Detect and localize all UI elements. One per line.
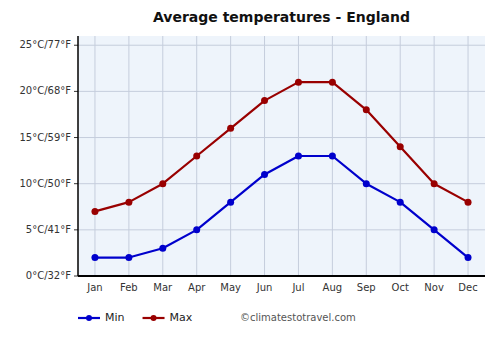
tick-label: 10°C/50°F xyxy=(19,178,71,189)
tick-label: 15°C/59°F xyxy=(19,132,71,143)
tick-label: 25°C/77°F xyxy=(19,39,71,50)
series-marker xyxy=(193,153,200,160)
plot-area xyxy=(78,36,485,276)
series-marker xyxy=(125,254,132,261)
legend-swatch xyxy=(151,315,157,321)
tick-label: Sep xyxy=(357,282,376,293)
series-marker xyxy=(91,208,98,215)
grid-line xyxy=(400,36,401,276)
title: Average temperatures - England xyxy=(153,9,410,25)
tick-label: Apr xyxy=(188,282,206,293)
series-marker xyxy=(363,180,370,187)
tick-label: Nov xyxy=(424,282,444,293)
legend-swatch xyxy=(86,315,92,321)
series-marker xyxy=(465,254,472,261)
grid-line xyxy=(230,36,231,276)
tick-label: Oct xyxy=(392,282,409,293)
series-marker xyxy=(431,226,438,233)
series-marker xyxy=(193,226,200,233)
legend-item: Max xyxy=(143,311,193,324)
series-marker xyxy=(125,199,132,206)
series-marker xyxy=(363,106,370,113)
series-marker xyxy=(261,171,268,178)
grid-line xyxy=(128,36,129,276)
legend-item: Min xyxy=(78,311,125,324)
series-marker xyxy=(159,245,166,252)
grid-line xyxy=(78,229,485,230)
tick-label: Jun xyxy=(256,282,273,293)
legend-label: Min xyxy=(105,311,125,324)
grid-line xyxy=(78,137,485,138)
series-marker xyxy=(431,180,438,187)
chart: 0°C/32°F 5°C/41°F 10°C/50°F 15°C/59°F 20°C/6… xyxy=(0,0,500,350)
series-marker xyxy=(465,199,472,206)
grid-line xyxy=(94,36,95,276)
tick-label: Aug xyxy=(323,282,343,293)
axis-line xyxy=(78,275,485,277)
annotation: ©climatestotravel.com xyxy=(240,312,356,323)
series-marker xyxy=(227,199,234,206)
grid-line xyxy=(264,36,265,276)
grid-line xyxy=(78,183,485,184)
tick-label: Jul xyxy=(291,282,304,293)
grid-line xyxy=(468,36,469,276)
axis-line xyxy=(77,36,79,276)
grid-line xyxy=(78,276,485,277)
series-marker xyxy=(329,153,336,160)
tick-label: 0°C/32°F xyxy=(26,270,71,281)
legend-label: Max xyxy=(170,311,193,324)
series-marker xyxy=(261,97,268,104)
tick-label: 5°C/41°F xyxy=(26,224,71,235)
series-marker xyxy=(91,254,98,261)
series-group xyxy=(91,79,471,261)
series-marker xyxy=(295,79,302,86)
tick-label: 20°C/68°F xyxy=(19,85,71,96)
grid-line xyxy=(78,45,485,46)
tick-label: Feb xyxy=(120,282,138,293)
grid-line xyxy=(162,36,163,276)
series-line xyxy=(95,156,468,258)
series-marker xyxy=(397,199,404,206)
series-marker xyxy=(397,143,404,150)
series-line xyxy=(95,82,468,211)
series-marker xyxy=(329,79,336,86)
tick-label: Jan xyxy=(86,282,102,293)
grid-line xyxy=(434,36,435,276)
series-marker xyxy=(227,125,234,132)
grid-line xyxy=(366,36,367,276)
tick-label: Mar xyxy=(153,282,173,293)
tick-label: Dec xyxy=(458,282,477,293)
tick-label: May xyxy=(220,282,241,293)
series-marker xyxy=(295,153,302,160)
series-marker xyxy=(159,180,166,187)
